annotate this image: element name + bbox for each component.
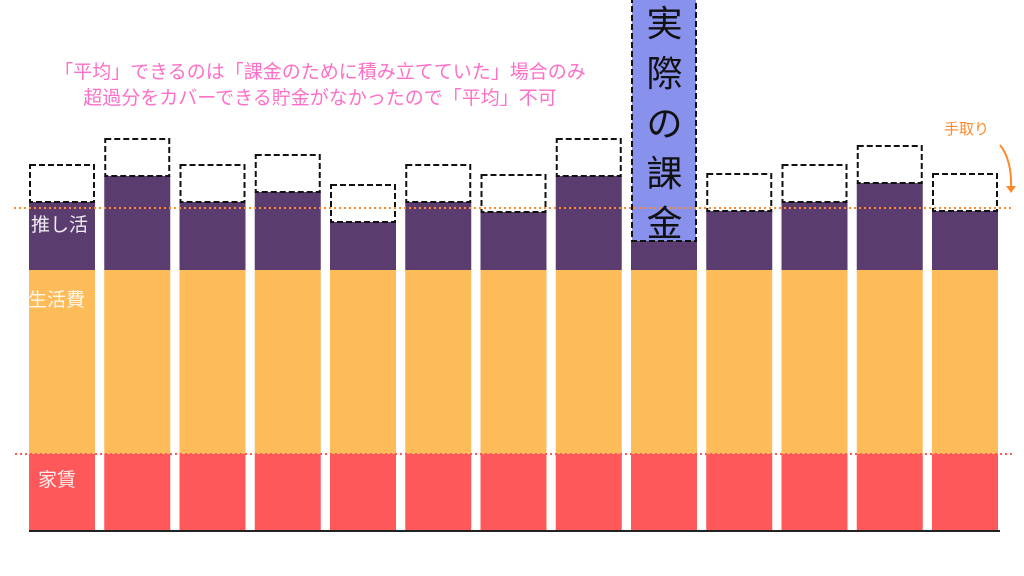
bar-segment-rent [330, 454, 396, 531]
label-oshi: 推し活 [31, 214, 89, 236]
bar-segment-rent [706, 454, 773, 531]
bar-segment-rent [29, 454, 95, 531]
bar-segment-oshi [781, 202, 848, 270]
dashed-overspend-box [706, 173, 773, 212]
bar-segment-rent [179, 454, 246, 531]
actual-spending-char: の [646, 104, 683, 145]
bar-segment-rent [631, 454, 697, 531]
bar-segment-oshi [480, 212, 547, 270]
actual-spending-char: 課 [646, 154, 683, 195]
bar-segment-living [781, 270, 848, 454]
actual-spending-char: 実 [646, 4, 683, 45]
take-home-label: 手取り [944, 120, 990, 138]
bar-segment-living [330, 270, 396, 454]
bar-segment-oshi [405, 202, 472, 270]
label-living: 生活費 [28, 289, 86, 311]
annotation-line-2: 超過分をカバーできる貯金がなかったので「平均」不可 [83, 87, 557, 109]
actual-spending-char: 際 [646, 54, 683, 95]
bar-segment-living [405, 270, 472, 454]
dashed-overspend-box [104, 138, 171, 177]
dashed-overspend-box [179, 164, 246, 203]
bar-segment-living [29, 270, 95, 454]
bar-segment-oshi [932, 211, 998, 270]
bar-segment-living [706, 270, 773, 454]
bar-segment-oshi [330, 222, 396, 270]
dashed-overspend-box [29, 164, 95, 203]
bar-segment-rent [480, 454, 547, 531]
bar-segment-rent [781, 454, 848, 531]
bar-segment-oshi [104, 176, 171, 270]
dashed-overspend-box [856, 145, 923, 184]
bar-segment-rent [254, 454, 321, 531]
bar-segment-oshi [179, 202, 246, 270]
bar-segment-rent [932, 454, 998, 531]
bar-segment-living [104, 270, 171, 454]
bar-segment-living [480, 270, 547, 454]
dashed-overspend-box [405, 164, 472, 203]
arrow-head-icon [1006, 186, 1016, 193]
actual-spending-box [631, 0, 697, 242]
label-rent: 家賃 [38, 469, 77, 491]
bar-segment-living [631, 270, 697, 454]
bar-segment-oshi [856, 183, 923, 270]
bar-segment-living [179, 270, 246, 454]
annotation-line-1: 「平均」できるのは「課金のために積み立てていた」場合のみ [54, 61, 586, 83]
actual-spending-label: 実 際 の 課 金 [632, 0, 697, 250]
bar-segment-rent [555, 454, 622, 531]
bar-segment-oshi [555, 176, 622, 270]
bar-segment-living [932, 270, 998, 454]
bar-segment-rent [856, 454, 923, 531]
dashed-overspend-box [480, 174, 547, 213]
actual-spending-char: 金 [646, 204, 683, 245]
bar-segment-oshi [29, 202, 95, 270]
bar-segment-living [555, 270, 622, 454]
arrow-icon [999, 144, 1013, 189]
dashed-overspend-box [781, 164, 848, 203]
bar-segment-living [856, 270, 923, 454]
dashed-overspend-box [932, 173, 998, 212]
bar-segment-oshi [706, 211, 773, 270]
bar-segment-rent [405, 454, 472, 531]
bar-segment-oshi [254, 192, 321, 270]
bar-segment-oshi [631, 241, 697, 270]
bar-segment-living [254, 270, 321, 454]
dashed-overspend-box [254, 154, 321, 193]
bar-segment-rent [104, 454, 171, 531]
dashed-overspend-box [330, 184, 396, 223]
dashed-overspend-box [555, 138, 622, 177]
